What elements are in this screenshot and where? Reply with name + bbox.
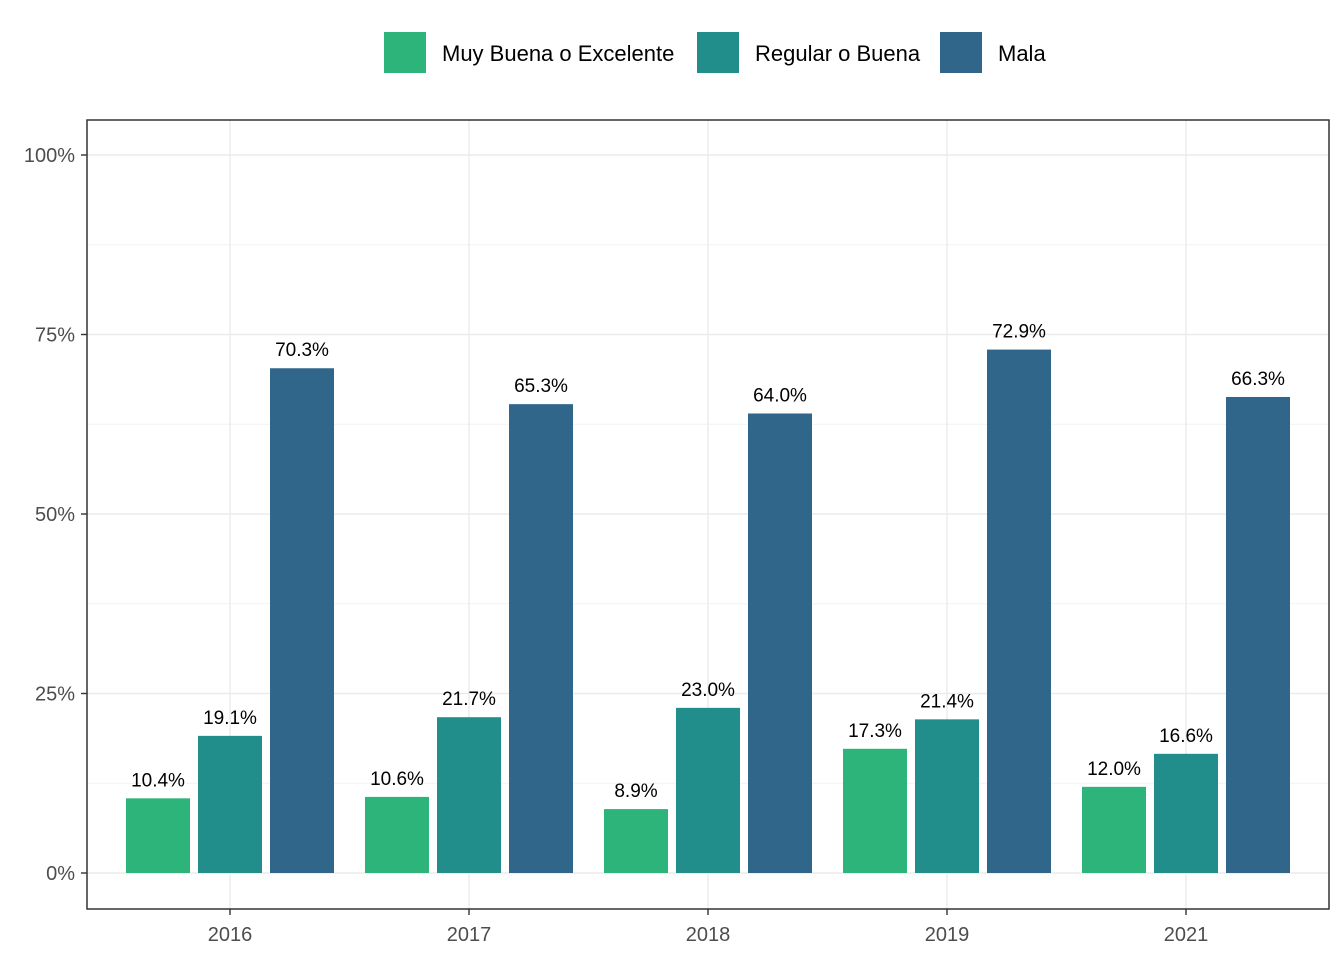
x-tick-label: 2019 [925,924,970,946]
data-label: 23.0% [681,680,735,701]
legend: Muy Buena o Excelente Regular o Buena Mala [384,32,1046,73]
data-label: 12.0% [1087,759,1141,780]
bar [748,413,812,873]
data-label: 64.0% [753,385,807,406]
x-tick-label: 2016 [208,924,253,946]
data-label: 21.4% [920,691,974,712]
legend-key [384,32,426,73]
bars [126,349,1290,873]
y-tick-label: 100% [24,145,75,167]
data-label: 16.6% [1159,726,1213,747]
bar [198,735,262,873]
bar [915,719,979,873]
bar [365,796,429,873]
legend-label: Muy Buena o Excelente [442,41,674,66]
legend-label: Mala [998,41,1046,66]
data-label: 65.3% [514,376,568,397]
y-tick-label: 75% [35,325,75,347]
data-label: 21.7% [442,689,496,710]
legend-key [697,32,739,73]
data-label: 8.9% [614,781,657,802]
legend-key [940,32,982,73]
data-label: 19.1% [203,708,257,729]
bar [509,404,573,873]
bar [437,717,501,873]
data-labels: 10.4% 10.6% 8.9% 17.3% 12.0% 19.1% 21.7% 23.0% 2… [131,322,1285,803]
y-tick-label: 25% [35,684,75,706]
x-tick-label: 2018 [686,924,731,946]
y-tick-label: 50% [35,504,75,526]
data-label: 10.6% [370,769,424,790]
bar [987,349,1051,873]
data-label: 66.3% [1231,369,1285,390]
data-label: 17.3% [848,721,902,742]
x-tick-label: 2017 [447,924,492,946]
data-label: 10.4% [131,770,185,791]
y-tick-label: 0% [46,863,75,885]
bar [1154,753,1218,873]
bar [604,809,668,873]
bar [843,748,907,873]
bar [676,707,740,873]
legend-label: Regular o Buena [755,41,921,66]
data-label: 72.9% [992,322,1046,343]
axes: 0% 25% 50% 75% 100% 2016 2017 2018 2019 2021 [24,119,1330,946]
bar [270,368,334,873]
bar [126,798,190,873]
x-tick-label: 2021 [1164,924,1209,946]
bar [1226,396,1290,873]
bar [1082,786,1146,873]
data-label: 70.3% [275,340,329,361]
